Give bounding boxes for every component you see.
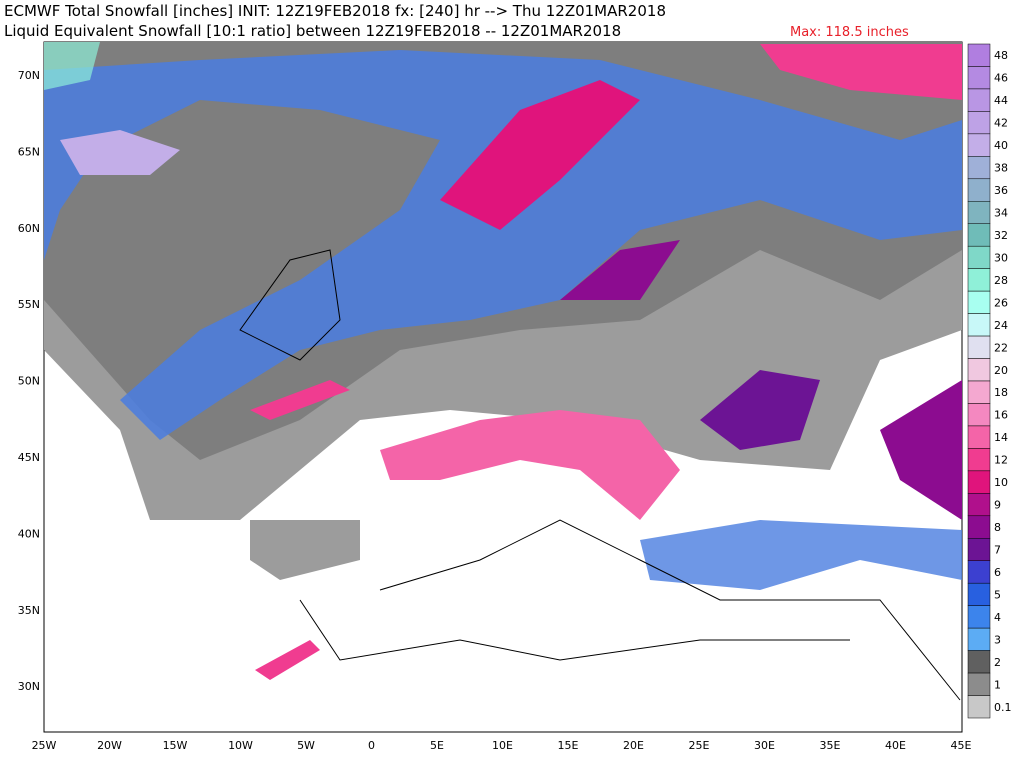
colorbar-swatch: [967, 201, 991, 224]
colorbar-label: 44: [994, 94, 1008, 107]
colorbar-swatch: [967, 313, 991, 337]
colorbar-swatch: [967, 425, 991, 449]
colorbar-label: 10: [994, 476, 1008, 489]
colorbar-swatch: [967, 560, 991, 584]
lat-label: 45N: [18, 451, 40, 464]
max-label: Max: 118.5 inches: [790, 25, 909, 40]
lat-label: 50N: [18, 375, 40, 388]
lon-label: 15E: [558, 739, 579, 752]
colorbar-swatch: [967, 111, 991, 135]
colorbar-swatch: [967, 335, 991, 359]
colorbar-swatch: [967, 515, 991, 539]
colorbar-label: 12: [994, 454, 1008, 467]
colorbar-swatch: [967, 223, 991, 247]
subtitle-line: Liquid Equivalent Snowfall [10:1 ratio] …: [4, 22, 621, 40]
lon-label: 25E: [689, 739, 710, 752]
map: [43, 41, 963, 733]
lon-label: 10E: [492, 739, 513, 752]
colorbar-swatch: [967, 290, 991, 314]
colorbar-swatch: [967, 538, 991, 561]
colorbar-label: 38: [994, 162, 1008, 175]
colorbar-label: 14: [994, 431, 1008, 444]
colorbar-label: 0.1: [994, 701, 1012, 714]
lat-label: 70N: [18, 69, 40, 82]
colorbar-swatch: [967, 358, 991, 382]
colorbar-swatch: [967, 672, 991, 696]
colorbar-swatch: [967, 245, 991, 269]
colorbar-swatch: [967, 627, 991, 651]
lat-label: 35N: [18, 604, 40, 617]
colorbar-label: 48: [994, 49, 1008, 62]
colorbar-label: 28: [994, 274, 1008, 287]
lat-label: 65N: [18, 145, 40, 158]
lon-label: 25W: [32, 739, 57, 752]
colorbar-label: 32: [994, 229, 1008, 242]
lat-label: 40N: [18, 527, 40, 540]
lon-label: 15W: [163, 739, 188, 752]
colorbar-swatch: [967, 470, 991, 494]
lon-label: 30E: [754, 739, 775, 752]
colorbar-swatch: [967, 695, 991, 719]
colorbar-swatch: [967, 493, 991, 517]
colorbar-label: 46: [994, 72, 1008, 85]
lat-label: 55N: [18, 298, 40, 311]
lon-label: 5W: [297, 739, 315, 752]
colorbar-label: 42: [994, 117, 1008, 130]
colorbar-swatch: [967, 66, 991, 90]
colorbar-label: 36: [994, 184, 1008, 197]
colorbar-swatch: [967, 156, 991, 180]
lon-label: 35E: [820, 739, 841, 752]
colorbar: 4846444240383634323028262422201816141210…: [967, 43, 1012, 719]
lon-label: 10W: [228, 739, 253, 752]
colorbar-swatch: [967, 650, 991, 674]
colorbar-label: 18: [994, 386, 1008, 399]
lon-label: 40E: [885, 739, 906, 752]
colorbar-label: 4: [994, 611, 1001, 624]
lon-labels: 25W 20W 15W 10W 5W 0 5E 10E 15E 20E 25E 30E 35E 40E 45…: [32, 739, 972, 752]
colorbar-swatch: [967, 448, 991, 472]
colorbar-swatch: [967, 582, 991, 606]
lon-label: 45E: [951, 739, 972, 752]
colorbar-label: 26: [994, 296, 1008, 309]
lat-labels: 70N 65N 60N 55N 50N 45N 40N 35N 30N: [18, 69, 40, 693]
colorbar-label: 22: [994, 341, 1008, 354]
colorbar-label: 2: [994, 656, 1001, 669]
colorbar-label: 40: [994, 139, 1008, 152]
colorbar-swatch: [967, 403, 991, 427]
lat-label: 60N: [18, 222, 40, 235]
colorbar-label: 5: [994, 588, 1001, 601]
colorbar-swatch: [967, 605, 991, 629]
colorbar-label: 1: [994, 678, 1001, 691]
colorbar-label: 6: [994, 566, 1001, 579]
colorbar-swatch: [967, 268, 991, 292]
colorbar-swatch: [967, 88, 991, 112]
colorbar-label: 20: [994, 364, 1008, 377]
lon-label: 5E: [430, 739, 444, 752]
colorbar-swatch: [967, 133, 991, 157]
colorbar-swatch: [967, 380, 991, 404]
title-line: ECMWF Total Snowfall [inches] INIT: 12Z1…: [4, 2, 666, 20]
colorbar-label: 9: [994, 499, 1001, 512]
colorbar-label: 3: [994, 633, 1001, 646]
colorbar-label: 24: [994, 319, 1008, 332]
lat-label: 30N: [18, 680, 40, 693]
lon-label: 20W: [97, 739, 122, 752]
colorbar-swatch: [967, 43, 991, 67]
colorbar-label: 7: [994, 544, 1001, 557]
colorbar-label: 34: [994, 207, 1008, 220]
lon-label: 20E: [623, 739, 644, 752]
lon-label: 0: [368, 739, 375, 752]
colorbar-label: 30: [994, 251, 1008, 264]
colorbar-swatch: [967, 178, 991, 202]
colorbar-label: 8: [994, 521, 1001, 534]
colorbar-label: 16: [994, 409, 1008, 422]
